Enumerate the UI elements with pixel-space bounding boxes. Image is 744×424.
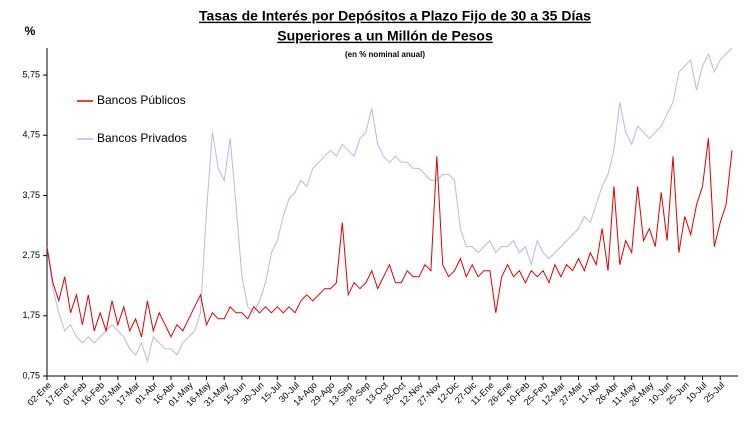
chart-title: Superiores a un Millón de Pesos <box>277 28 493 44</box>
legend-label: Bancos Privados <box>97 131 187 145</box>
y-axis-label: % <box>25 24 36 38</box>
series-line <box>46 47 733 363</box>
chart-subtitle: (en % nominal anual) <box>345 50 425 59</box>
y-tick-label: 4,75 <box>22 130 40 140</box>
y-tick-label: 5,75 <box>22 69 40 79</box>
y-tick-label: 0,75 <box>22 370 40 380</box>
legend-label: Bancos Públicos <box>97 93 186 107</box>
y-tick-label: 2,75 <box>22 250 40 260</box>
y-tick-label: 1,75 <box>22 310 40 320</box>
y-tick-label: 3,75 <box>22 190 40 200</box>
x-tick-label: 25-Jul <box>702 380 726 404</box>
chart-title: Tasas de Interés por Depósitos a Plazo F… <box>199 8 591 24</box>
series-line <box>46 138 733 339</box>
